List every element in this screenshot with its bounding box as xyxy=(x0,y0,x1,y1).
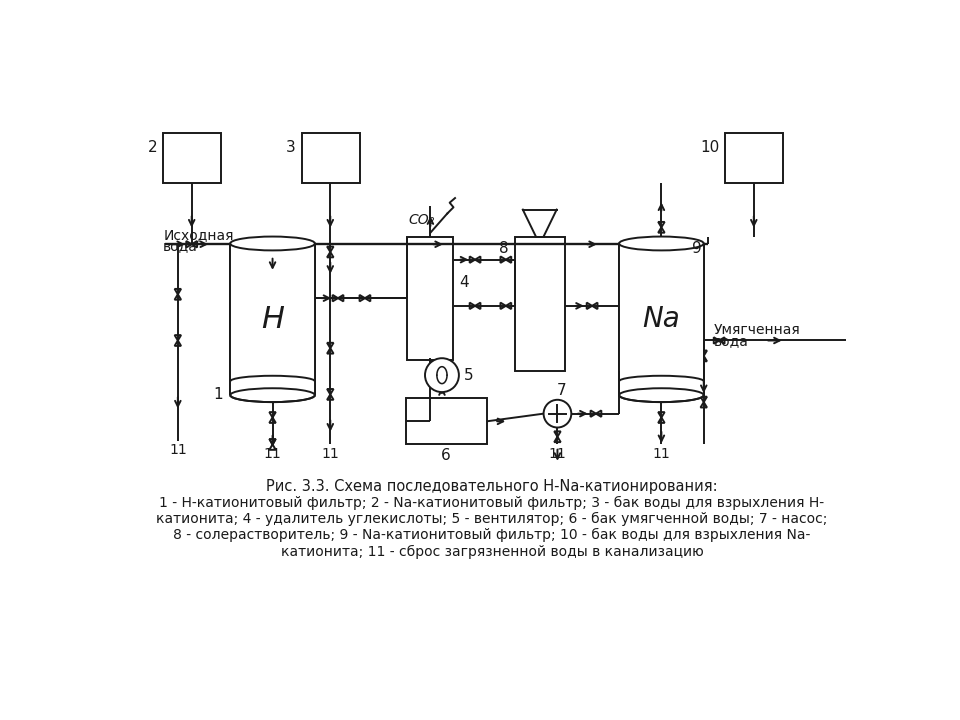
Text: 3: 3 xyxy=(286,140,296,156)
Polygon shape xyxy=(554,437,561,442)
Bar xyxy=(619,243,704,395)
Text: 8 - солерастворитель; 9 - Na-катионитовый фильтр; 10 - бак воды для взрыхления N: 8 - солерастворитель; 9 - Na-катионитовы… xyxy=(174,528,810,542)
Text: 11: 11 xyxy=(322,447,339,462)
Polygon shape xyxy=(270,412,276,418)
Polygon shape xyxy=(360,295,365,302)
Polygon shape xyxy=(327,389,333,395)
Polygon shape xyxy=(270,444,276,450)
Polygon shape xyxy=(659,412,664,418)
Text: Н: Н xyxy=(261,305,284,334)
Text: 5: 5 xyxy=(464,368,473,382)
Text: Рис. 3.3. Схема последовательного Н-Na-катионирования:: Рис. 3.3. Схема последовательного Н-Na-к… xyxy=(266,479,718,494)
Polygon shape xyxy=(475,256,480,263)
Text: 1: 1 xyxy=(213,387,223,402)
Text: вода: вода xyxy=(163,239,198,253)
Text: 2: 2 xyxy=(148,140,157,156)
Polygon shape xyxy=(590,410,596,417)
Ellipse shape xyxy=(619,237,704,251)
Text: вода: вода xyxy=(713,334,749,348)
Bar xyxy=(406,398,487,444)
Polygon shape xyxy=(469,256,475,263)
Text: 11: 11 xyxy=(264,447,281,462)
Text: 8: 8 xyxy=(499,240,509,256)
Polygon shape xyxy=(469,302,475,309)
Polygon shape xyxy=(270,439,276,444)
Text: 11: 11 xyxy=(653,447,670,462)
Polygon shape xyxy=(186,241,192,248)
Bar xyxy=(407,237,453,360)
Polygon shape xyxy=(592,302,597,309)
Bar xyxy=(516,237,565,372)
Polygon shape xyxy=(338,295,344,302)
Circle shape xyxy=(425,359,459,392)
Polygon shape xyxy=(719,337,725,343)
Polygon shape xyxy=(270,418,276,423)
Polygon shape xyxy=(327,395,333,400)
Polygon shape xyxy=(701,397,707,402)
Polygon shape xyxy=(587,302,592,309)
Text: Исходная: Исходная xyxy=(163,228,233,242)
Bar xyxy=(230,243,315,395)
Polygon shape xyxy=(506,256,512,263)
Polygon shape xyxy=(327,246,333,252)
Polygon shape xyxy=(175,341,181,346)
Polygon shape xyxy=(506,302,512,309)
Bar xyxy=(726,132,783,183)
Text: CO₂: CO₂ xyxy=(409,212,435,227)
Polygon shape xyxy=(175,289,181,294)
Polygon shape xyxy=(365,295,371,302)
Text: Умягченная: Умягченная xyxy=(713,323,801,337)
Polygon shape xyxy=(175,294,181,300)
Polygon shape xyxy=(327,348,333,354)
Polygon shape xyxy=(659,228,664,233)
Bar xyxy=(301,132,360,183)
Ellipse shape xyxy=(619,388,704,402)
Polygon shape xyxy=(554,431,561,437)
Text: 9: 9 xyxy=(692,240,702,256)
Bar xyxy=(163,132,221,183)
Text: катионита; 4 - удалитель углекислоты; 5 - вентилятор; 6 - бак умягченной воды; 7: катионита; 4 - удалитель углекислоты; 5 … xyxy=(156,512,828,526)
Polygon shape xyxy=(500,302,506,309)
Polygon shape xyxy=(327,343,333,348)
Polygon shape xyxy=(500,256,506,263)
Text: 10: 10 xyxy=(700,140,719,156)
Ellipse shape xyxy=(230,388,315,402)
Polygon shape xyxy=(659,418,664,423)
Polygon shape xyxy=(327,252,333,257)
Polygon shape xyxy=(701,356,707,361)
Ellipse shape xyxy=(230,237,315,251)
Text: 7: 7 xyxy=(557,383,566,398)
Text: катионита; 11 - сброс загрязненной воды в канализацию: катионита; 11 - сброс загрязненной воды … xyxy=(280,544,704,559)
Text: 11: 11 xyxy=(169,443,186,456)
Polygon shape xyxy=(701,351,707,356)
Polygon shape xyxy=(596,410,601,417)
Polygon shape xyxy=(175,335,181,341)
Polygon shape xyxy=(332,295,338,302)
Polygon shape xyxy=(192,241,197,248)
Polygon shape xyxy=(475,302,480,309)
Polygon shape xyxy=(713,337,719,343)
Polygon shape xyxy=(659,222,664,228)
Text: 11: 11 xyxy=(548,447,566,462)
Circle shape xyxy=(543,400,571,428)
Text: 4: 4 xyxy=(460,275,469,290)
Text: Na: Na xyxy=(642,305,681,333)
Text: 6: 6 xyxy=(441,448,450,463)
Text: 1 - Н-катионитовый фильтр; 2 - Na-катионитовый фильтр; 3 - бак воды для взрыхлен: 1 - Н-катионитовый фильтр; 2 - Na-катион… xyxy=(159,496,825,510)
Polygon shape xyxy=(701,402,707,408)
